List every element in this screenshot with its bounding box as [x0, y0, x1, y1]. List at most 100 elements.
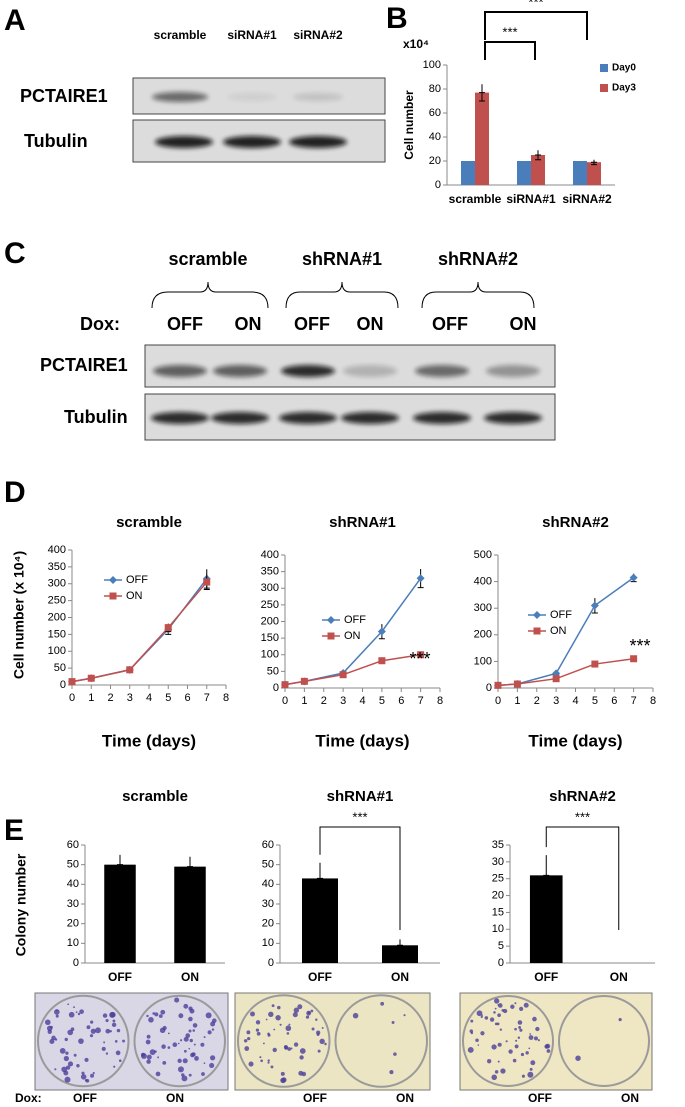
chart-title: shRNA#1 [327, 788, 394, 805]
blot-band [151, 412, 209, 424]
x-axis-label: Time (days) [528, 731, 622, 750]
point [416, 574, 425, 583]
braces [151, 281, 535, 309]
blot-band [152, 92, 208, 102]
colony [265, 1018, 268, 1021]
colony [293, 1042, 299, 1047]
y-tick-label: 0 [273, 682, 279, 694]
error-bar [479, 92, 485, 102]
colony [528, 1047, 531, 1050]
y-tick-label: 40 [429, 131, 441, 143]
legend-label: ON [126, 590, 143, 602]
colony [161, 1044, 166, 1049]
dox-condition: OFF [303, 1091, 327, 1105]
y-tick-label: 300 [474, 602, 492, 614]
x-tick-label: 8 [650, 695, 656, 707]
colony [189, 1038, 193, 1043]
blot-row: Tubulin [64, 407, 128, 427]
legend-label: ON [550, 625, 567, 637]
colony [90, 1020, 94, 1024]
y-tick-label: 100 [261, 649, 279, 661]
colony [189, 1008, 195, 1014]
dox-condition: OFF [294, 314, 330, 334]
point [417, 651, 425, 659]
colony [481, 1014, 483, 1017]
colony [324, 1042, 327, 1046]
dox-label: Dox: [80, 314, 120, 334]
well [37, 994, 130, 1088]
colony [116, 1028, 121, 1033]
colony [89, 1034, 94, 1038]
colony [172, 1042, 178, 1048]
well [558, 995, 650, 1087]
point [203, 578, 211, 586]
colony [533, 1036, 538, 1041]
annotation: *** [352, 809, 367, 824]
y-tick-label: 50 [67, 859, 79, 871]
colony [160, 1009, 166, 1015]
colony [188, 1073, 192, 1077]
colony [174, 997, 180, 1003]
dox-condition: OFF [167, 314, 203, 334]
x-tick-label: 1 [514, 695, 520, 707]
colony [287, 1047, 292, 1051]
colony [178, 1013, 184, 1019]
colony [518, 1026, 522, 1029]
colony [182, 1058, 188, 1064]
blot-band [223, 136, 281, 148]
colony [283, 1044, 288, 1050]
x-tick-label: 5 [379, 695, 385, 707]
colony [299, 1055, 304, 1060]
x-tick-label: 2 [534, 695, 540, 707]
blot-band [211, 412, 269, 424]
colony [140, 1052, 146, 1057]
colony [497, 1013, 501, 1018]
colony [292, 1012, 298, 1018]
y-tick-label: 20 [67, 918, 79, 930]
colony [315, 1018, 318, 1021]
well [237, 994, 331, 1088]
colony [210, 1021, 216, 1027]
colony [194, 1056, 199, 1061]
blot-row: Tubulin [24, 131, 88, 151]
colony [192, 1029, 196, 1032]
blot-band [341, 412, 399, 424]
x-tick-label: 6 [398, 695, 404, 707]
dox-condition: ON [166, 1091, 184, 1105]
photo [459, 992, 653, 1091]
colony [148, 1017, 154, 1023]
y-tick-label: 15 [492, 906, 504, 918]
colony [299, 1048, 306, 1054]
colony [500, 1068, 506, 1074]
colony [113, 1065, 116, 1068]
x-tick-label: 3 [127, 692, 133, 704]
dox-condition: OFF [73, 1091, 97, 1105]
colony [268, 1011, 274, 1018]
colony [243, 1039, 248, 1043]
chart-title: scramble [116, 514, 182, 531]
blot-band [343, 365, 397, 377]
y-tick-label: 40 [67, 878, 79, 890]
x-tick-label: 0 [282, 695, 288, 707]
colony [519, 1006, 524, 1011]
colony [146, 1034, 151, 1039]
colony [525, 1051, 529, 1055]
y-tick-label: 5 [498, 940, 504, 952]
colony [102, 1013, 108, 1018]
point [378, 657, 386, 665]
colony [520, 1052, 525, 1057]
colony [514, 1027, 517, 1031]
blot-band [484, 412, 542, 424]
colony [105, 1018, 109, 1023]
y-tick-label: 30 [262, 898, 274, 910]
colony [105, 1052, 109, 1055]
colony [486, 1058, 492, 1064]
blot-band [413, 412, 471, 424]
y-tick-label: 0 [486, 682, 492, 694]
colony [477, 1044, 480, 1046]
colony [101, 1046, 106, 1051]
panel-label: E [4, 814, 24, 847]
colony [154, 1050, 157, 1053]
y-tick-label: 0 [498, 957, 504, 969]
point [590, 601, 599, 610]
